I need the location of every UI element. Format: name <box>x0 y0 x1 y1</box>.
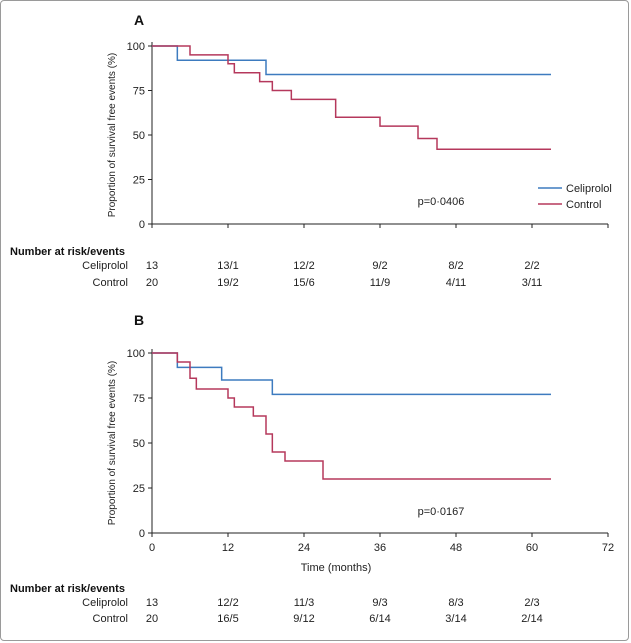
x-tick-label: 36 <box>374 542 386 554</box>
risk-table-title: Number at risk/events <box>10 246 125 258</box>
risk-row-label: Celiprolol <box>82 597 128 609</box>
risk-cell: 20 <box>146 277 158 289</box>
y-tick-label: 100 <box>127 348 145 360</box>
x-tick-label: 48 <box>450 542 462 554</box>
risk-cell: 16/5 <box>217 613 238 625</box>
x-tick-label: 12 <box>222 542 234 554</box>
risk-cell: 12/2 <box>293 260 314 272</box>
risk-cell: 8/3 <box>448 597 463 609</box>
km-curve-celiprolol <box>152 352 551 396</box>
panel-label: B <box>134 312 144 328</box>
y-tick-label: 0 <box>139 528 145 540</box>
risk-cell: 13 <box>146 597 158 609</box>
risk-cell: 9/2 <box>372 260 387 272</box>
y-tick-label: 75 <box>133 86 145 98</box>
risk-cell: 13/1 <box>217 260 238 272</box>
legend-label: Control <box>566 199 601 211</box>
risk-cell: 15/6 <box>293 277 314 289</box>
y-tick-label: 0 <box>139 219 145 231</box>
risk-cell: 3/11 <box>522 277 543 289</box>
km-curve-celiprolol <box>152 45 551 76</box>
risk-cell: 20 <box>146 613 158 625</box>
risk-cell: 11/3 <box>294 597 315 609</box>
y-tick-label: 50 <box>133 130 145 142</box>
legend-label: Celiprolol <box>566 183 612 195</box>
risk-row-label: Control <box>93 613 128 625</box>
y-tick-label: 75 <box>133 393 145 405</box>
x-tick-label: 72 <box>602 542 614 554</box>
y-axis-title: Proportion of survival free events (%) <box>107 53 118 218</box>
y-tick-label: 100 <box>127 41 145 53</box>
risk-cell: 8/2 <box>448 260 463 272</box>
y-axis-title: Proportion of survival free events (%) <box>107 361 118 526</box>
km-curve-control <box>152 45 551 150</box>
risk-cell: 2/14 <box>521 613 542 625</box>
km-curve-control <box>152 352 551 480</box>
x-tick-label: 60 <box>526 542 538 554</box>
risk-cell: 19/2 <box>217 277 238 289</box>
risk-table-title: Number at risk/events <box>10 583 125 595</box>
risk-cell: 9/12 <box>293 613 314 625</box>
risk-cell: 2/2 <box>524 260 539 272</box>
x-tick-label: 24 <box>298 542 310 554</box>
x-tick-label: 0 <box>149 542 155 554</box>
p-value: p=0·0167 <box>418 506 465 518</box>
risk-row-label: Control <box>93 277 128 289</box>
x-axis-title: Time (months) <box>301 562 372 574</box>
p-value: p=0·0406 <box>418 196 465 208</box>
risk-cell: 12/2 <box>217 597 238 609</box>
risk-row-label: Celiprolol <box>82 260 128 272</box>
y-tick-label: 25 <box>133 175 145 187</box>
risk-cell: 4/11 <box>446 277 467 289</box>
risk-cell: 6/14 <box>369 613 390 625</box>
panel-label: A <box>134 12 144 28</box>
y-tick-label: 50 <box>133 438 145 450</box>
y-tick-label: 25 <box>133 483 145 495</box>
risk-cell: 3/14 <box>445 613 466 625</box>
risk-cell: 11/9 <box>370 277 391 289</box>
risk-cell: 9/3 <box>372 597 387 609</box>
risk-cell: 2/3 <box>524 597 539 609</box>
risk-cell: 13 <box>146 260 158 272</box>
